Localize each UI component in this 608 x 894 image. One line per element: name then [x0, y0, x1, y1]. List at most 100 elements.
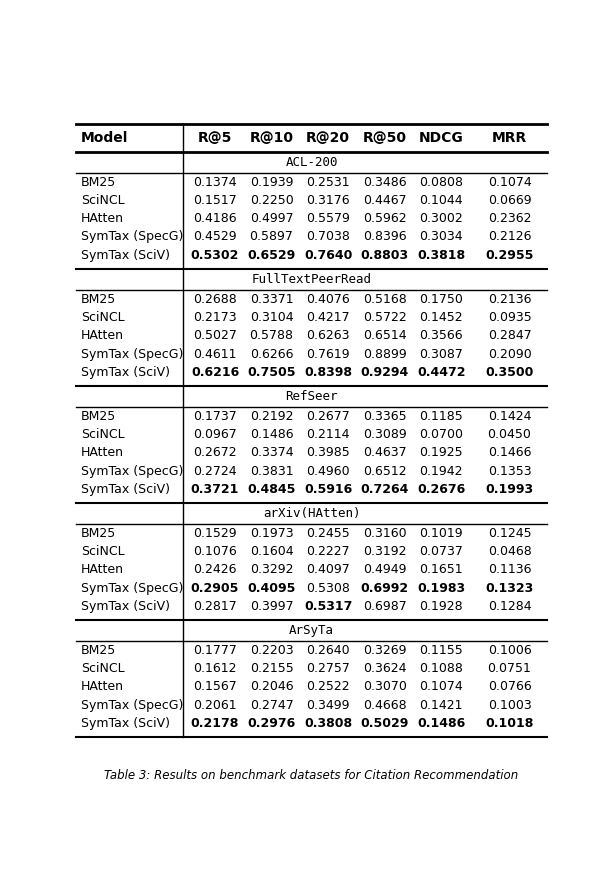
Text: SymTax (SpecG): SymTax (SpecG) [81, 231, 183, 243]
Text: SciNCL: SciNCL [81, 194, 125, 207]
Text: 0.3831: 0.3831 [250, 465, 294, 477]
Text: 0.3269: 0.3269 [363, 644, 406, 657]
Text: 0.1928: 0.1928 [420, 600, 463, 613]
Text: 0.3721: 0.3721 [191, 483, 239, 496]
Text: 0.7264: 0.7264 [361, 483, 409, 496]
Text: 0.6216: 0.6216 [191, 366, 239, 379]
Text: 0.3104: 0.3104 [250, 311, 294, 324]
Text: 0.2192: 0.2192 [250, 409, 293, 423]
Text: 0.2046: 0.2046 [250, 680, 294, 694]
Text: R@5: R@5 [198, 131, 232, 145]
Text: 0.1750: 0.1750 [420, 292, 463, 306]
Text: 0.1612: 0.1612 [193, 662, 237, 675]
Text: SymTax (SpecG): SymTax (SpecG) [81, 698, 183, 712]
Text: 0.5317: 0.5317 [304, 600, 352, 613]
Text: 0.2817: 0.2817 [193, 600, 237, 613]
Text: 0.1939: 0.1939 [250, 175, 293, 189]
Text: 0.5788: 0.5788 [249, 329, 294, 342]
Text: 0.4611: 0.4611 [193, 348, 237, 360]
Text: 0.7640: 0.7640 [304, 249, 352, 262]
Text: 0.2155: 0.2155 [250, 662, 294, 675]
Text: 0.8899: 0.8899 [363, 348, 407, 360]
Text: 0.2640: 0.2640 [306, 644, 350, 657]
Text: 0.3371: 0.3371 [250, 292, 294, 306]
Text: 0.1517: 0.1517 [193, 194, 237, 207]
Text: 0.2677: 0.2677 [306, 409, 350, 423]
Text: 0.3089: 0.3089 [363, 428, 407, 441]
Text: 0.8803: 0.8803 [361, 249, 409, 262]
Text: 0.0751: 0.0751 [488, 662, 531, 675]
Text: 0.3292: 0.3292 [250, 563, 293, 577]
Text: 0.0737: 0.0737 [420, 545, 463, 558]
Text: ArSyTa: ArSyTa [289, 624, 334, 637]
Text: 0.3365: 0.3365 [363, 409, 407, 423]
Text: 0.1088: 0.1088 [420, 662, 463, 675]
Text: 0.4960: 0.4960 [306, 465, 350, 477]
Text: 0.3499: 0.3499 [306, 698, 350, 712]
Text: 0.1942: 0.1942 [420, 465, 463, 477]
Text: ACL-200: ACL-200 [285, 156, 338, 169]
Text: 0.4076: 0.4076 [306, 292, 350, 306]
Text: 0.1973: 0.1973 [250, 527, 294, 540]
Text: 0.1604: 0.1604 [250, 545, 294, 558]
Text: 0.6266: 0.6266 [250, 348, 293, 360]
Text: 0.1452: 0.1452 [420, 311, 463, 324]
Text: arXiv(HAtten): arXiv(HAtten) [263, 507, 361, 520]
Text: 0.2136: 0.2136 [488, 292, 531, 306]
Text: 0.3160: 0.3160 [363, 527, 407, 540]
Text: 0.5579: 0.5579 [306, 212, 350, 225]
Text: 0.3192: 0.3192 [363, 545, 406, 558]
Text: 0.7505: 0.7505 [247, 366, 296, 379]
Text: 0.4668: 0.4668 [363, 698, 407, 712]
Text: HAtten: HAtten [81, 563, 123, 577]
Text: Table 3: Results on benchmark datasets for Citation Recommendation: Table 3: Results on benchmark datasets f… [105, 769, 519, 781]
Text: 0.1374: 0.1374 [193, 175, 237, 189]
Text: 0.1323: 0.1323 [485, 582, 534, 595]
Text: 0.1567: 0.1567 [193, 680, 237, 694]
Text: 0.6512: 0.6512 [363, 465, 407, 477]
Text: 0.4217: 0.4217 [306, 311, 350, 324]
Text: 0.1983: 0.1983 [417, 582, 465, 595]
Text: 0.4467: 0.4467 [363, 194, 407, 207]
Text: SymTax (SpecG): SymTax (SpecG) [81, 348, 183, 360]
Text: 0.1185: 0.1185 [420, 409, 463, 423]
Text: SciNCL: SciNCL [81, 545, 125, 558]
Text: 0.0967: 0.0967 [193, 428, 237, 441]
Text: 0.2203: 0.2203 [250, 644, 294, 657]
Text: HAtten: HAtten [81, 680, 123, 694]
Text: 0.5962: 0.5962 [363, 212, 407, 225]
Text: SymTax (SciV): SymTax (SciV) [81, 483, 170, 496]
Text: 0.0450: 0.0450 [488, 428, 531, 441]
Text: 0.2061: 0.2061 [193, 698, 237, 712]
Text: 0.1651: 0.1651 [420, 563, 463, 577]
Text: SciNCL: SciNCL [81, 428, 125, 441]
Text: HAtten: HAtten [81, 446, 123, 460]
Text: 0.0766: 0.0766 [488, 680, 531, 694]
Text: 0.8398: 0.8398 [304, 366, 352, 379]
Text: 0.1529: 0.1529 [193, 527, 237, 540]
Text: 0.2976: 0.2976 [247, 717, 295, 730]
Text: BM25: BM25 [81, 409, 116, 423]
Text: 0.1074: 0.1074 [488, 175, 531, 189]
Text: SciNCL: SciNCL [81, 311, 125, 324]
Text: 0.2227: 0.2227 [306, 545, 350, 558]
Text: 0.3002: 0.3002 [420, 212, 463, 225]
Text: 0.2676: 0.2676 [417, 483, 465, 496]
Text: 0.1424: 0.1424 [488, 409, 531, 423]
Text: 0.4997: 0.4997 [250, 212, 294, 225]
Text: 0.2847: 0.2847 [488, 329, 531, 342]
Text: SymTax (SciV): SymTax (SciV) [81, 366, 170, 379]
Text: 0.1155: 0.1155 [420, 644, 463, 657]
Text: 0.2688: 0.2688 [193, 292, 237, 306]
Text: R@10: R@10 [249, 131, 294, 145]
Text: 0.3624: 0.3624 [363, 662, 406, 675]
Text: 0.2114: 0.2114 [306, 428, 350, 441]
Text: 0.0669: 0.0669 [488, 194, 531, 207]
Text: 0.6992: 0.6992 [361, 582, 409, 595]
Text: 0.1003: 0.1003 [488, 698, 531, 712]
Text: 0.4949: 0.4949 [363, 563, 406, 577]
Text: 0.3087: 0.3087 [420, 348, 463, 360]
Text: 0.5027: 0.5027 [193, 329, 237, 342]
Text: 0.9294: 0.9294 [361, 366, 409, 379]
Text: 0.7619: 0.7619 [306, 348, 350, 360]
